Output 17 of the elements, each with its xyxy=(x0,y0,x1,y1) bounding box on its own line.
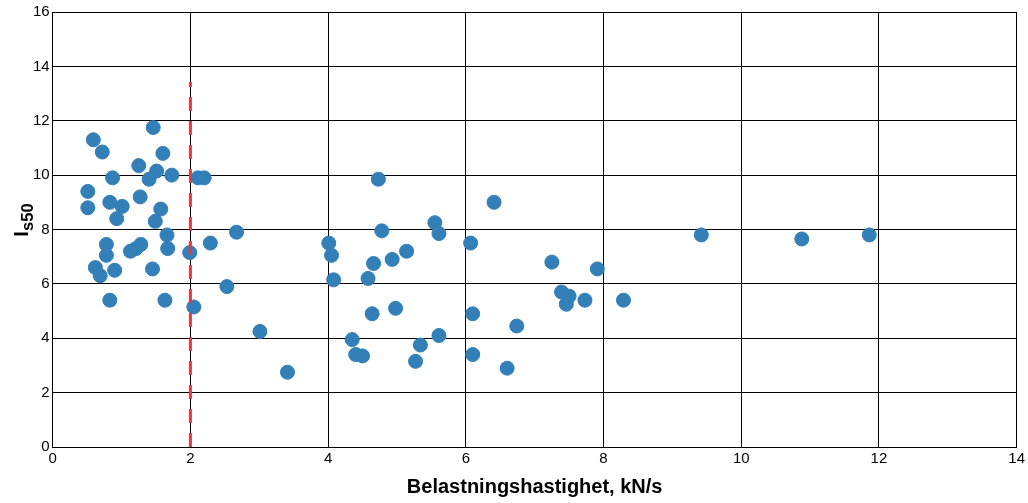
x-tick-label: 14 xyxy=(1008,449,1025,467)
x-axis-title: Belastningshastighet, kN/s xyxy=(406,474,663,497)
y-tick-label: 6 xyxy=(41,274,50,292)
y-tick-label: 0 xyxy=(41,437,50,455)
y-tick-label: 10 xyxy=(33,165,50,183)
y-tick-label: 8 xyxy=(41,219,50,237)
x-tick-label: 4 xyxy=(323,449,333,467)
y-tick-label: 14 xyxy=(33,56,50,74)
y-tick-label: 2 xyxy=(41,382,50,400)
x-tick-label: 2 xyxy=(186,449,195,467)
y-tick-label: 12 xyxy=(33,110,50,128)
y-tick-label: 16 xyxy=(33,2,50,20)
y-tick-label: 4 xyxy=(41,328,50,346)
x-tick-label: 12 xyxy=(870,449,888,467)
x-tick-label: 6 xyxy=(461,449,470,467)
x-tick-label: 8 xyxy=(599,449,608,467)
x-tick-label: 10 xyxy=(732,449,750,467)
